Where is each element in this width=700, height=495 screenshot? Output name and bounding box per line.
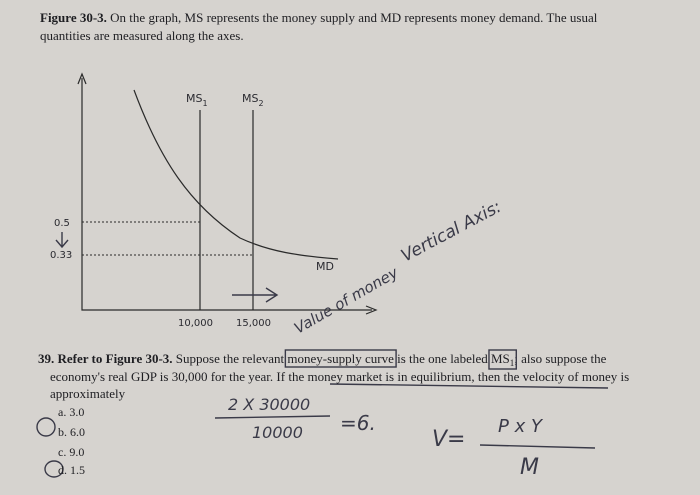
- question-text: ; also suppose the: [514, 351, 606, 366]
- choice: d. 1.5: [58, 463, 85, 477]
- hand-result: =6.: [340, 411, 376, 435]
- fraction-bar: [214, 415, 331, 419]
- pen-arrow: [232, 287, 279, 303]
- hand-formula: M: [520, 455, 539, 480]
- y-label: 0.5: [54, 218, 70, 229]
- hand-numerator: 2 X 30000: [228, 395, 310, 414]
- graph: MS1 MS2 MD 0.5 0.33 10,000 15,000: [50, 72, 378, 329]
- boxed-term: money-supply curve: [287, 351, 394, 366]
- caption: Figure 30-3. On the graph, MS represents…: [40, 10, 598, 25]
- subscript: 2: [258, 99, 263, 108]
- choice: a. 3.0: [58, 405, 84, 419]
- circle-mark: [44, 460, 64, 478]
- question-text: economy's real GDP is 30,000 for the yea…: [50, 369, 629, 384]
- hand-formula: V=: [432, 427, 465, 452]
- hand-formula: P x Y: [498, 416, 544, 437]
- arrow: [77, 72, 87, 85]
- arrow: [365, 305, 378, 315]
- md-curve: [133, 89, 339, 260]
- circle-mark: [36, 417, 56, 437]
- subscript: 1: [202, 99, 207, 108]
- pen-box: [284, 349, 397, 368]
- choice: c. 9.0: [58, 445, 84, 459]
- choice: b. 6.0: [58, 425, 85, 439]
- fraction-bar: [479, 444, 596, 449]
- question-lead: Refer to Figure 30-3.: [58, 351, 173, 366]
- y-label: 0.33: [50, 250, 72, 261]
- pen-arrow: [55, 232, 69, 249]
- subscript: 1: [510, 358, 515, 368]
- label: MS: [242, 92, 258, 105]
- x-label: 15,000: [236, 318, 271, 329]
- boxed-term: MS: [491, 351, 510, 366]
- md-label: MD: [316, 260, 334, 273]
- underline: [329, 383, 609, 389]
- question-number: 39.: [38, 351, 54, 366]
- ms1-label: MS1: [186, 92, 208, 108]
- question-text: approximately: [50, 386, 126, 401]
- label: MS: [186, 92, 202, 105]
- question-line: 39. Refer to Figure 30-3. Suppose the re…: [38, 351, 607, 368]
- question: 39. Refer to Figure 30-3. Suppose the re…: [38, 351, 629, 477]
- x-label: 10,000: [178, 318, 213, 329]
- caption-text: quantities are measured along the axes.: [40, 28, 244, 43]
- pen-box: [488, 349, 517, 370]
- hand-denominator: 10000: [252, 423, 303, 442]
- ms2-label: MS2: [242, 92, 264, 108]
- caption-text: On the graph, MS represents the money su…: [110, 10, 598, 25]
- question-text: Suppose the relevant: [176, 351, 285, 366]
- figure-label: Figure 30-3.: [40, 10, 107, 25]
- axes: [81, 78, 372, 311]
- question-text: is the one labeled: [397, 351, 488, 366]
